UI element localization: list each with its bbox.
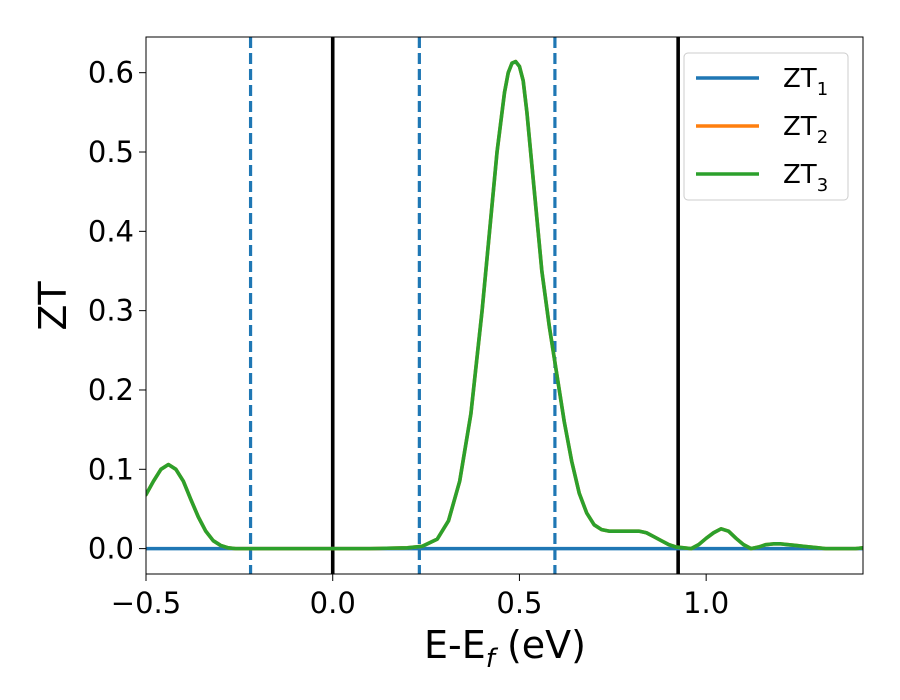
vertical-lines (248, 37, 680, 574)
legend-label-2: ZT2 (783, 112, 828, 148)
y-tick-label: 0.6 (88, 56, 134, 90)
y-axis-label: ZT (31, 281, 75, 331)
legend: ZT1 ZT2 ZT3 (683, 52, 849, 201)
x-tick-label: −0.5 (111, 586, 181, 620)
y-tick-label: 0.4 (88, 214, 134, 248)
x-axis-ticks: −0.5 0.0 0.5 1.0 (111, 574, 729, 620)
y-tick-label: 0.0 (88, 532, 134, 566)
series-lines (146, 59, 863, 551)
x-axis-label: E-Ef (eV) (424, 623, 586, 674)
legend-box (683, 52, 849, 201)
x-tick-label: 0.0 (310, 586, 356, 620)
y-tick-label: 0.1 (88, 452, 134, 486)
plot-frame (145, 36, 864, 575)
x-tick-label: 1.0 (683, 586, 729, 620)
legend-label-1: ZT1 (783, 64, 828, 100)
x-tick-label: 0.5 (496, 586, 542, 620)
series-line-3 (146, 59, 863, 551)
y-tick-label: 0.2 (88, 373, 134, 407)
y-tick-label: 0.5 (88, 135, 134, 169)
y-tick-label: 0.3 (88, 294, 134, 328)
y-axis-ticks: 0.0 0.1 0.2 0.3 0.4 0.5 0.6 (88, 56, 146, 566)
legend-label-3: ZT3 (783, 160, 828, 196)
